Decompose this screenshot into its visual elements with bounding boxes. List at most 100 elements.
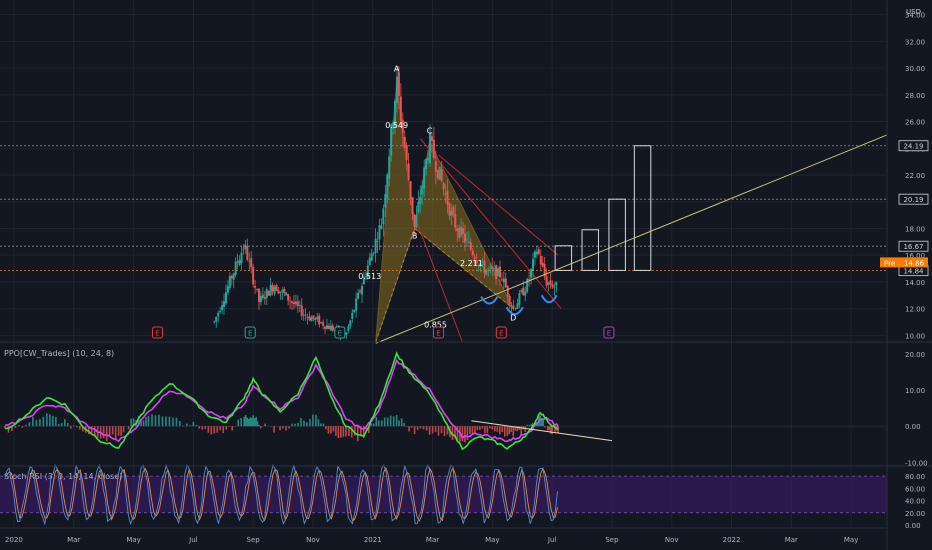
ppo-hist-bar <box>392 416 395 427</box>
ppo-hist-bar <box>161 416 164 427</box>
time-tick-label: May <box>126 536 140 544</box>
ppo-hist-bar <box>25 424 27 427</box>
ppo-tick-label: 0.00 <box>905 423 921 431</box>
level-tag-value: 16.67 <box>903 243 923 251</box>
candle-body <box>417 202 420 212</box>
candle-body <box>419 197 422 204</box>
candle-body <box>355 298 358 311</box>
candle-body <box>462 227 465 234</box>
candle-body <box>532 258 535 271</box>
candle-body <box>242 248 245 250</box>
ppo-hist-bar <box>372 423 375 427</box>
candle-body <box>257 288 260 302</box>
ppo-hist-bar <box>471 426 474 435</box>
ppo-panel[interactable]: PPO[CW_Trades] (10, 24, 8) <box>0 349 887 451</box>
ppo-hist-bar <box>147 415 150 427</box>
candle-body <box>460 226 463 236</box>
ppo-hist-bar <box>554 426 556 433</box>
candle-body <box>254 285 257 288</box>
level-tag-box <box>898 193 929 205</box>
ppo-tick-label: 20.00 <box>905 351 925 359</box>
candle-body <box>353 309 356 313</box>
candle-body <box>322 322 325 326</box>
ppo-hist-bar <box>410 426 413 428</box>
ppo-hist-bar <box>337 426 340 438</box>
ppo-lines <box>4 351 613 451</box>
price-axis[interactable]: USD 10.0012.0014.0016.0018.0020.0022.002… <box>880 0 932 550</box>
trendline <box>375 134 888 344</box>
candle-body <box>248 260 251 262</box>
ppo-hist-bar <box>510 426 513 433</box>
time-tick-label: Mar <box>67 536 80 544</box>
candle-body <box>236 261 239 263</box>
ppo-hist-bar <box>207 426 210 433</box>
earnings-marker[interactable]: E <box>334 326 346 339</box>
earnings-marker[interactable]: E <box>151 326 163 339</box>
candle-body <box>261 294 264 298</box>
ppo-hist-bar <box>49 414 51 427</box>
ppo-hist-bar <box>491 426 494 430</box>
ppo-hist-bar <box>69 426 72 429</box>
ppo-hist-bar <box>342 426 345 437</box>
ppo-hist-bar <box>279 426 281 431</box>
candle-body <box>409 181 412 199</box>
stoch-rsi-panel[interactable]: Stoch RSI (3, 3, 14, 14, close) <box>0 463 887 526</box>
time-tick-label: 2020 <box>5 536 23 544</box>
candle-body <box>256 288 259 290</box>
ppo-hist-bar <box>158 414 160 427</box>
ppo-hist-bar <box>451 426 454 441</box>
ppo-hist-bar <box>93 426 96 437</box>
pattern-labels: A B C D 0.549 0.513 2.211 0.855 <box>358 64 516 329</box>
earnings-marker[interactable]: E <box>495 326 507 339</box>
earnings-letter: E <box>248 330 252 338</box>
time-tick-label: May <box>844 536 858 544</box>
earnings-box <box>495 326 507 339</box>
candle-body <box>427 158 430 161</box>
earnings-letter: E <box>607 330 611 338</box>
candle-body <box>429 133 432 163</box>
ppo-hist-bar <box>122 426 125 433</box>
candle-body <box>512 305 515 308</box>
ppo-hist-bar <box>120 426 122 436</box>
ppo-hist-bar <box>210 426 213 435</box>
level-tag-box <box>898 140 929 152</box>
earnings-marker[interactable]: E <box>603 326 615 339</box>
candle-body <box>481 261 484 263</box>
time-tick-label: Jul <box>547 536 557 544</box>
candle-body <box>430 136 433 142</box>
ppo-hist-bar <box>117 426 120 436</box>
price-panel[interactable]: A B C D 0.549 0.513 2.211 0.855 E E E E E E <box>0 64 888 344</box>
ppo-hist-bar <box>359 426 362 437</box>
ppo-hist-bar <box>154 415 157 427</box>
time-tick-label: Jul <box>188 536 198 544</box>
candle-body <box>493 268 496 270</box>
candle-body <box>432 139 435 159</box>
time-axis[interactable]: 2020 Mar May Jul Sep Nov 2021 Mar May Jul Sep Nov 20… <box>0 527 887 544</box>
ppo-hist-bar <box>297 422 299 427</box>
ppo-hist-bar <box>18 425 20 427</box>
earnings-marker[interactable]: E <box>244 326 256 339</box>
candle-body <box>477 265 480 267</box>
candle-body <box>502 278 505 283</box>
candle-body <box>425 159 428 170</box>
ppo-hist-bar <box>332 426 335 432</box>
candle-body <box>228 276 231 289</box>
ppo-line <box>4 351 559 451</box>
earnings-marker[interactable]: E <box>433 326 445 339</box>
candle-body <box>421 185 424 195</box>
ppo-hist-bar <box>140 420 142 427</box>
candle-body <box>252 266 255 285</box>
ppo-hist-bar <box>512 426 515 437</box>
ppo-hist-bar <box>540 417 543 427</box>
candle-body <box>545 275 548 286</box>
ppo-hist-bar <box>201 426 204 430</box>
candle-body <box>259 296 262 303</box>
ppo-hist-bar <box>322 423 325 427</box>
ppo-hist-bar <box>362 426 365 438</box>
ppo-hist-bar <box>249 417 251 427</box>
candle-body <box>551 284 554 288</box>
candle-body <box>539 255 542 265</box>
